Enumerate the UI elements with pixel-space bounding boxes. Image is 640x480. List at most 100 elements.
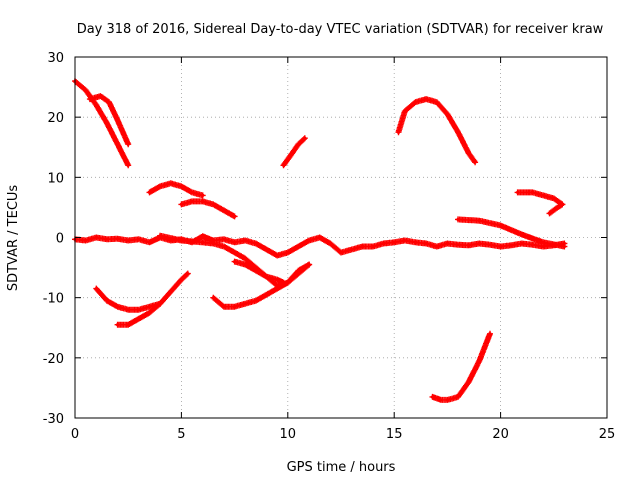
data-point bbox=[222, 305, 226, 309]
data-point bbox=[396, 130, 401, 134]
data-point bbox=[286, 281, 290, 285]
y-tick-label: 20 bbox=[47, 111, 64, 126]
series-arc-D bbox=[178, 198, 238, 220]
data-point bbox=[84, 88, 88, 92]
data-point bbox=[115, 142, 120, 146]
y-tick-label: -10 bbox=[43, 292, 64, 307]
data-point bbox=[233, 259, 237, 264]
data-point bbox=[473, 160, 477, 164]
data-point bbox=[115, 323, 120, 327]
data-point bbox=[254, 268, 258, 273]
data-point bbox=[467, 243, 471, 247]
data-point bbox=[233, 250, 237, 255]
data-point bbox=[105, 299, 109, 303]
data-point bbox=[88, 97, 92, 101]
series-markers bbox=[146, 180, 206, 199]
data-point bbox=[126, 308, 130, 312]
data-point bbox=[147, 190, 152, 194]
data-point bbox=[281, 163, 286, 167]
series-markers bbox=[114, 270, 191, 328]
data-point bbox=[211, 241, 215, 246]
data-point bbox=[158, 234, 162, 238]
data-point bbox=[233, 240, 237, 244]
data-point bbox=[413, 100, 418, 104]
data-point bbox=[126, 142, 130, 146]
series-markers bbox=[231, 258, 287, 286]
series-arc-L bbox=[93, 285, 164, 313]
data-point bbox=[137, 317, 141, 321]
data-point bbox=[233, 214, 237, 219]
data-point bbox=[211, 296, 215, 300]
data-point bbox=[94, 235, 98, 240]
data-point bbox=[530, 190, 535, 194]
y-tick-label: 10 bbox=[47, 171, 64, 186]
data-point bbox=[105, 237, 109, 241]
data-point bbox=[147, 240, 152, 244]
data-point bbox=[126, 163, 130, 167]
data-point bbox=[94, 287, 98, 291]
data-point bbox=[233, 305, 237, 309]
series-markers bbox=[72, 78, 132, 169]
data-point bbox=[403, 238, 407, 243]
data-point bbox=[179, 202, 183, 207]
data-point bbox=[115, 118, 120, 122]
data-point bbox=[107, 100, 111, 104]
series-arc-N bbox=[210, 261, 313, 310]
data-point bbox=[254, 299, 258, 303]
data-point bbox=[98, 94, 103, 98]
data-point bbox=[516, 190, 520, 194]
data-point bbox=[222, 237, 226, 241]
data-point bbox=[435, 100, 439, 104]
data-point bbox=[307, 238, 311, 243]
data-point bbox=[158, 184, 162, 188]
data-point bbox=[424, 241, 428, 246]
data-point bbox=[339, 250, 343, 255]
series-markers bbox=[514, 189, 566, 208]
data-point bbox=[488, 243, 492, 247]
x-tick-label: 0 bbox=[71, 427, 79, 442]
data-point bbox=[554, 207, 558, 211]
data-point bbox=[126, 323, 130, 327]
data-point bbox=[560, 202, 564, 207]
data-point bbox=[413, 240, 418, 244]
data-point bbox=[403, 109, 407, 113]
data-point bbox=[186, 272, 190, 276]
data-point bbox=[328, 241, 332, 246]
data-point bbox=[467, 151, 471, 155]
data-point bbox=[381, 241, 386, 246]
data-point bbox=[115, 237, 120, 241]
data-point bbox=[520, 232, 524, 237]
data-point bbox=[290, 151, 294, 155]
data-point bbox=[84, 238, 88, 243]
series-arc-O bbox=[429, 330, 493, 403]
data-point bbox=[243, 238, 247, 243]
series-arc-C bbox=[146, 180, 206, 199]
data-point bbox=[275, 278, 279, 282]
data-point bbox=[488, 332, 492, 336]
x-tick-label: 25 bbox=[599, 427, 616, 442]
data-point bbox=[243, 302, 247, 306]
data-point bbox=[456, 130, 460, 134]
data-point bbox=[179, 238, 183, 243]
series-arc-F bbox=[395, 96, 479, 166]
data-point bbox=[169, 290, 173, 294]
series-markers bbox=[395, 96, 479, 166]
ticks: 0 5 10 15 20 25 -30 -20 -10 0 10 20 30 bbox=[43, 51, 616, 442]
data-point bbox=[552, 196, 556, 200]
data-point bbox=[275, 253, 279, 258]
data-point bbox=[350, 247, 354, 252]
data-point bbox=[439, 398, 443, 402]
data-point bbox=[499, 223, 503, 228]
series-markers bbox=[280, 135, 308, 169]
y-axis-label: SDTVAR / TECUs bbox=[6, 185, 21, 292]
data-point bbox=[243, 256, 247, 261]
data-point bbox=[147, 311, 152, 315]
data-point bbox=[179, 184, 183, 188]
data-series bbox=[72, 78, 568, 403]
data-point bbox=[243, 262, 247, 267]
data-point bbox=[222, 244, 226, 249]
data-point bbox=[137, 308, 141, 312]
data-point bbox=[547, 211, 552, 216]
x-tick-label: 15 bbox=[386, 427, 403, 442]
